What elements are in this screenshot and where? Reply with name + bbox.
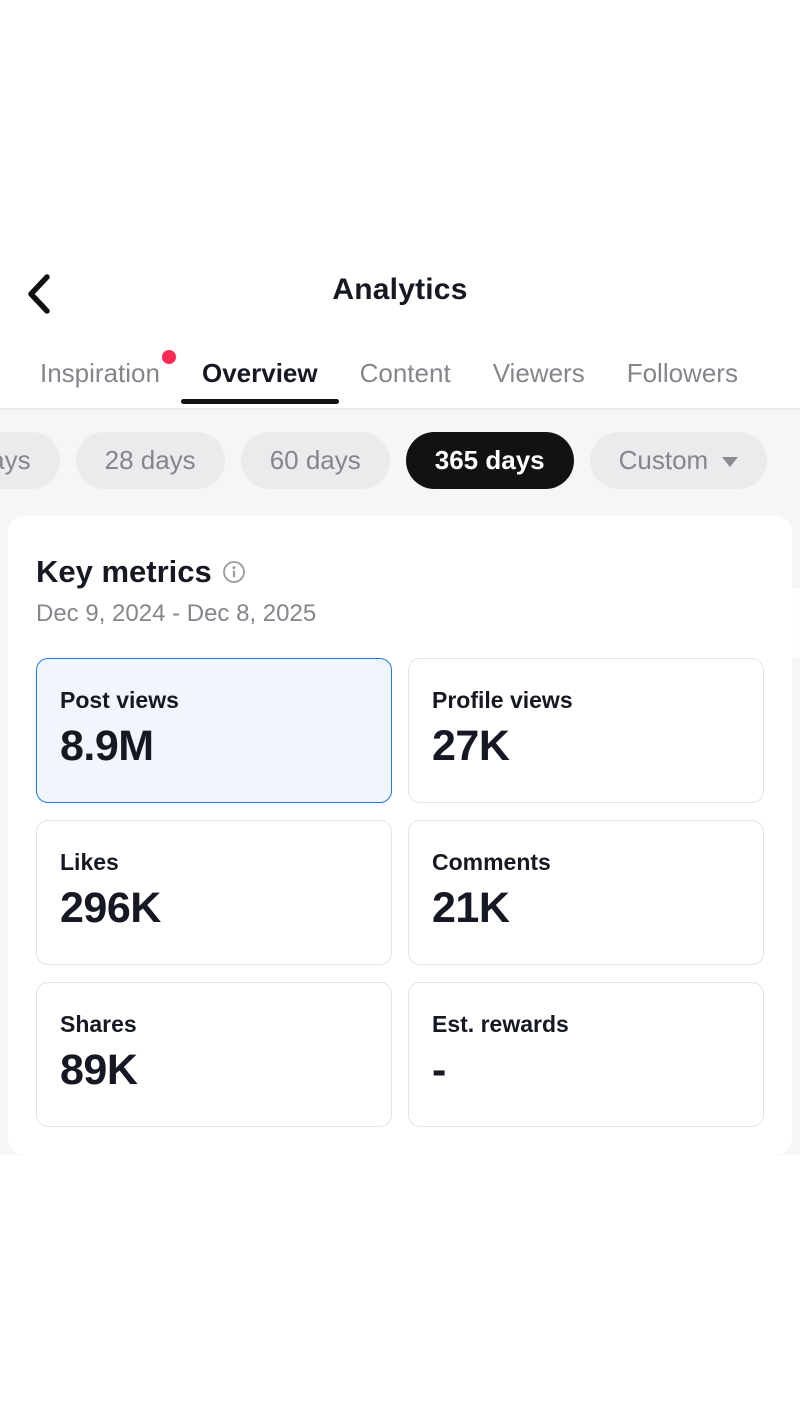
metric-tile-est-rewards[interactable]: Est. rewards - (408, 982, 764, 1127)
chip-label: 60 days (269, 445, 361, 475)
metric-label: Est. rewards (432, 1011, 569, 1037)
chip-60-days[interactable]: 60 days (240, 432, 390, 489)
tab-content[interactable]: Content (360, 338, 451, 408)
chevron-left-icon (25, 273, 51, 315)
chip-label: 365 days (434, 445, 545, 475)
metrics-grid: Post views 8.9M Profile views 27K Likes … (36, 658, 764, 1127)
tab-label: Viewers (492, 357, 585, 388)
metric-label: Post views (60, 687, 179, 713)
tab-viewers[interactable]: Viewers (493, 338, 585, 408)
info-icon (222, 560, 246, 584)
metric-tile-comments[interactable]: Comments 21K (408, 820, 764, 965)
chip-label: Custom (618, 445, 709, 475)
tab-label: Inspiration (40, 357, 160, 388)
tab-label: Followers (626, 357, 738, 388)
metric-tile-shares[interactable]: Shares 89K (36, 982, 392, 1127)
chip-365-days[interactable]: 365 days (405, 432, 574, 489)
metric-value: 296K (60, 884, 161, 932)
date-range-text: Dec 9, 2024 - Dec 8, 2025 (36, 600, 317, 627)
tab-label: Overview (201, 357, 318, 388)
metric-tile-post-views[interactable]: Post views 8.9M (36, 658, 392, 803)
metric-tile-profile-views[interactable]: Profile views 27K (408, 658, 764, 803)
metric-label: Comments (432, 849, 551, 875)
chip-label: 7 days (0, 445, 31, 475)
header: Analytics (0, 250, 800, 338)
tab-inspiration[interactable]: Inspiration (40, 338, 176, 408)
chip-7-days[interactable]: 7 days (0, 432, 60, 489)
tab-label: Content (359, 357, 451, 388)
metric-tile-likes[interactable]: Likes 296K (36, 820, 392, 965)
chip-28-days[interactable]: 28 days (75, 432, 225, 489)
back-button[interactable] (16, 272, 60, 316)
page-title: Analytics (332, 273, 468, 306)
metric-label: Profile views (432, 687, 573, 713)
metric-value: 8.9M (60, 722, 154, 770)
tab-bar: Inspiration Overview Content Viewers Fol… (0, 338, 800, 410)
notification-dot (161, 350, 176, 364)
metric-value: 89K (60, 1046, 138, 1094)
key-metrics-header: Key metrics (36, 554, 764, 590)
date-range-selector: 7 days 28 days 60 days 365 days Custom (0, 432, 800, 489)
chip-label: 28 days (104, 445, 196, 475)
app-container: Analytics Inspiration Overview Content V… (0, 250, 800, 1155)
info-button[interactable] (222, 560, 246, 584)
metric-label: Likes (60, 849, 119, 875)
chip-custom[interactable]: Custom (589, 432, 768, 489)
tab-overview[interactable]: Overview (181, 338, 339, 408)
chevron-down-icon (722, 457, 739, 467)
metric-value: - (432, 1046, 446, 1094)
metric-value: 27K (432, 722, 510, 770)
metric-value: 21K (432, 884, 510, 932)
tab-followers[interactable]: Followers (627, 338, 738, 408)
key-metrics-title: Key metrics (36, 554, 212, 589)
key-metrics-card: Key metrics Dec 9, 2024 - Dec 8, 2025 (8, 516, 792, 1155)
metric-label: Shares (60, 1011, 137, 1037)
overview-section: 7 days 28 days 60 days 365 days Custom (0, 410, 800, 1155)
